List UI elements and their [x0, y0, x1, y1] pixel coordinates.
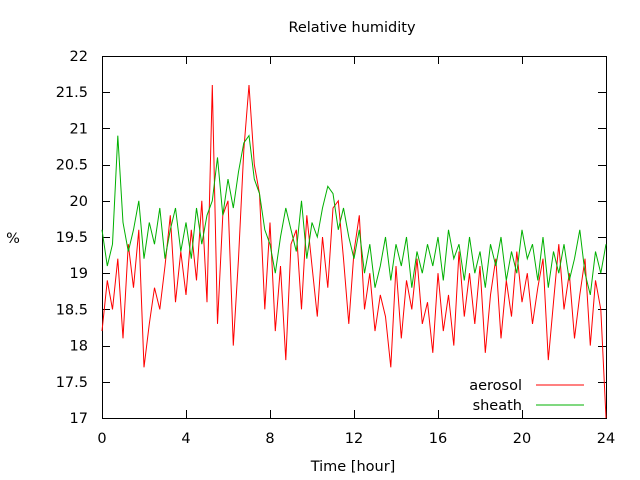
x-tick-label: 20: [513, 431, 531, 447]
y-tick-label: 20.5: [56, 158, 88, 174]
plot-frame: [102, 56, 607, 419]
x-tick-label: 8: [265, 431, 274, 447]
y-tick-label: 18.5: [56, 302, 88, 318]
y-tick-label: 21: [70, 121, 88, 137]
legend-label-aerosol: aerosol: [469, 378, 522, 394]
x-tick-label: 0: [97, 431, 106, 447]
plot-area: 17 17.5 18 18.5 19 19.5 20 20.5 21 21.5 22 0 4 8 12 16 2…: [56, 49, 616, 447]
y-tick-label: 20: [70, 194, 88, 210]
legend: aerosol sheath: [469, 378, 584, 414]
series-line-aerosol: [101, 84, 607, 419]
x-axis-label: Time [hour]: [310, 459, 396, 475]
x-tick-label: 24: [597, 431, 615, 447]
series-line-sheath: [101, 134, 607, 296]
y-tick-label: 17: [70, 411, 88, 427]
axis-ticks: 17 17.5 18 18.5 19 19.5 20 20.5 21 21.5 22 0 4 8 12 16 2…: [56, 49, 616, 447]
x-tick-label: 16: [429, 431, 447, 447]
y-tick-label: 18: [70, 339, 88, 355]
x-tick-label: 4: [181, 431, 190, 447]
x-tick-label: 12: [345, 431, 363, 447]
y-tick-label: 21.5: [56, 85, 88, 101]
legend-label-sheath: sheath: [473, 398, 522, 414]
y-tick-label: 19: [70, 266, 88, 282]
chart-title: Relative humidity: [288, 20, 416, 36]
y-tick-label: 17.5: [56, 375, 88, 391]
y-axis-label: %: [6, 231, 20, 247]
y-tick-label: 22: [70, 49, 88, 65]
series-group: [101, 84, 607, 419]
y-tick-label: 19.5: [56, 230, 88, 246]
